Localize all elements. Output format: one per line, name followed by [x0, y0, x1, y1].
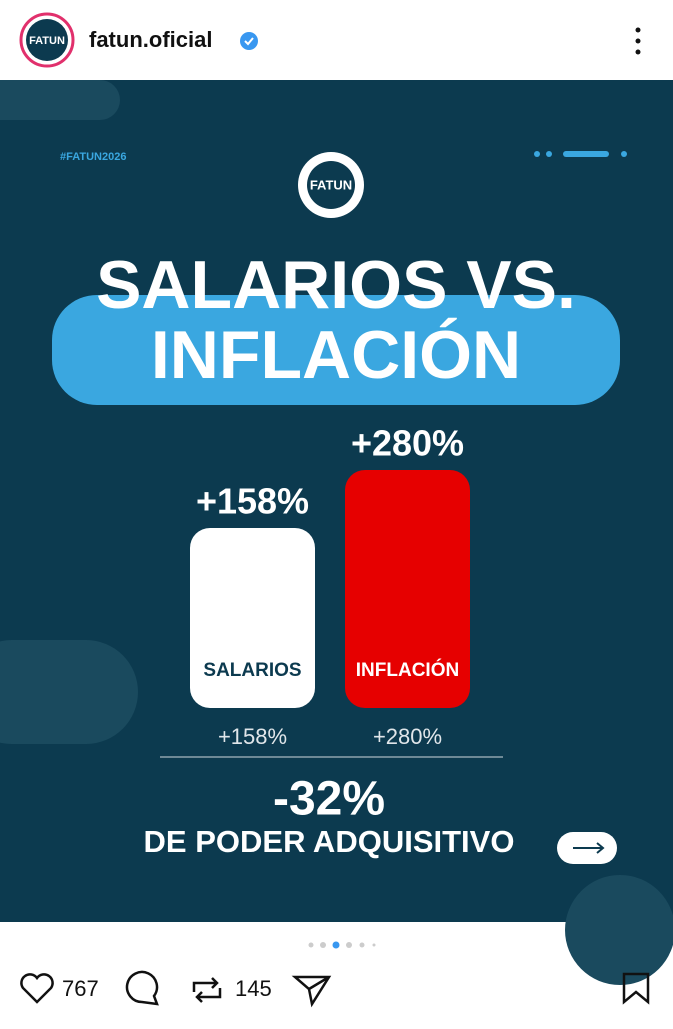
arrow [573, 842, 605, 854]
carousel-dots [308, 941, 376, 949]
chart: +158% SALARIOS +158% +280% INFLACIÓN +280% [190, 423, 470, 749]
title: INFLACIÓN [151, 317, 521, 393]
like-icon[interactable] [20, 973, 54, 1004]
bar-sub-label: +280% [373, 724, 442, 749]
deco [0, 80, 120, 120]
save-icon[interactable] [622, 972, 650, 1005]
comment-icon[interactable] [125, 970, 159, 1006]
verified-check [244, 37, 254, 46]
share-icon[interactable] [291, 975, 332, 1008]
more-menu[interactable] [635, 27, 641, 55]
username[interactable]: fatun.oficial [89, 27, 212, 52]
logo-inner [307, 161, 355, 209]
deco [0, 640, 138, 744]
bar-value-label: +158% [196, 480, 309, 521]
hashtag: #FATUN2026 [60, 151, 126, 163]
result-text: DE PODER ADQUISITIVO [144, 824, 515, 859]
deco [565, 875, 673, 985]
title-pill [52, 295, 620, 405]
bar [190, 527, 315, 708]
reposts: 145 [235, 976, 272, 1001]
avatar[interactable] [26, 19, 68, 61]
bar-category-label: INFLACIÓN [356, 659, 459, 681]
logo-text: FATUN [310, 177, 352, 192]
bar [345, 470, 470, 708]
post-image [0, 80, 673, 922]
result: -32% [273, 773, 385, 826]
title: SALARIOS VS. [96, 247, 576, 323]
bar-category-label: SALARIOS [203, 660, 301, 681]
repost-icon[interactable] [192, 977, 222, 1003]
verified-badge [240, 32, 258, 50]
bar-sub-label: +158% [218, 724, 287, 749]
avatar-ring[interactable] [19, 12, 75, 68]
likes: 767 [62, 976, 99, 1001]
bar-value-label: +280% [351, 423, 464, 464]
deco-dots [534, 151, 627, 157]
avatar-text: FATUN [29, 35, 65, 47]
